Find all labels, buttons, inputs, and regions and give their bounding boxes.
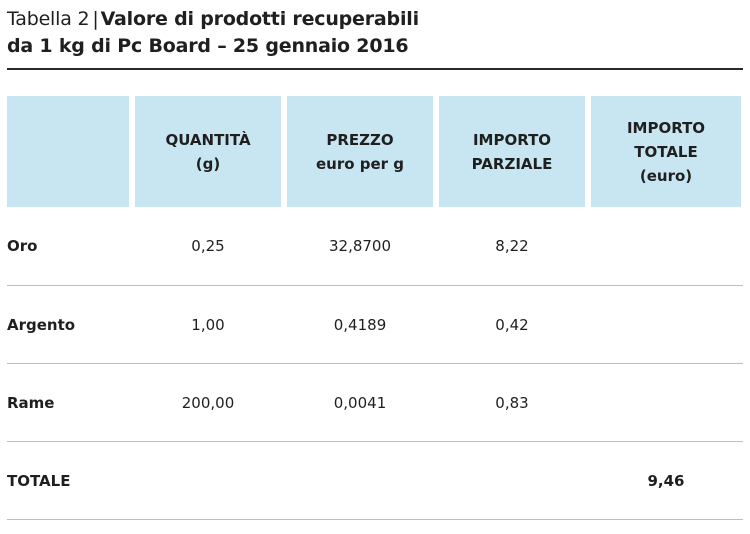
cell-importo-parziale: 0,42: [495, 316, 529, 334]
table-row-rame: Rame 200,00 0,0041 0,83: [7, 364, 743, 442]
header-totale-line-2: TOTALE: [634, 142, 698, 161]
header-cell-importo-totale: IMPORTO TOTALE (euro): [591, 96, 741, 207]
cell-prezzo: 0,4189: [333, 316, 387, 334]
cell-prezzo: 32,8700: [328, 237, 392, 255]
row-label: TOTALE: [7, 472, 71, 490]
table-heading-line-1: Valore di prodotti recuperabili: [100, 8, 419, 30]
row-divider: [7, 363, 743, 364]
header-cell-empty: [7, 96, 129, 207]
header-prezzo-line-2: euro per g: [315, 154, 405, 173]
title-line-1: Tabella 2 | Valore di prodotti recuperabil…: [7, 6, 737, 33]
cell-importo-totale: [591, 286, 741, 364]
table-row-argento: Argento 1,00 0,4189 0,42: [7, 286, 743, 364]
title-rule: [7, 68, 743, 70]
header-parziale-line-2: PARZIALE: [471, 154, 553, 173]
header-cell-prezzo: PREZZO euro per g: [287, 96, 433, 207]
header-cell-importo-parziale: IMPORTO PARZIALE: [439, 96, 585, 207]
header-prezzo-line-1: PREZZO: [326, 130, 394, 149]
table-number-label: Tabella 2: [7, 8, 90, 30]
header-parziale-line-1: IMPORTO: [472, 130, 552, 149]
cell-prezzo: 0,0041: [333, 394, 387, 412]
header-quantita-line-1: QUANTITÀ: [165, 130, 251, 149]
cell-quantita: 200,00: [181, 394, 235, 412]
table-heading-line-2: da 1 kg di Pc Board – 25 gennaio 2016: [7, 35, 409, 57]
cell-importo-totale: [591, 207, 741, 285]
header-totale-line-1: IMPORTO: [626, 118, 706, 137]
header-cell-quantita: QUANTITÀ (g): [135, 96, 281, 207]
row-label: Argento: [7, 316, 76, 334]
table-title: Tabella 2 | Valore di prodotti recuperabil…: [7, 6, 737, 60]
table-row-oro: Oro 0,25 32,8700 8,22: [7, 207, 743, 285]
cell-importo-parziale: [439, 442, 585, 520]
cell-importo-totale: [591, 364, 741, 442]
row-label: Oro: [7, 237, 38, 255]
cell-importo-parziale: 0,83: [495, 394, 529, 412]
row-divider: [7, 441, 743, 442]
cell-prezzo: [287, 442, 433, 520]
row-divider: [7, 519, 743, 520]
row-label: Rame: [7, 394, 55, 412]
cell-quantita: [135, 442, 281, 520]
header-quantita-line-2: (g): [195, 154, 221, 173]
cell-quantita: 1,00: [191, 316, 225, 334]
table-row-totale: TOTALE 9,46: [7, 442, 743, 520]
cell-quantita: 0,25: [191, 237, 225, 255]
cell-importo-totale: 9,46: [647, 472, 685, 490]
header-totale-line-3: (euro): [639, 166, 693, 185]
title-separator: |: [92, 8, 99, 30]
row-divider: [7, 285, 743, 286]
cell-importo-parziale: 8,22: [495, 237, 529, 255]
